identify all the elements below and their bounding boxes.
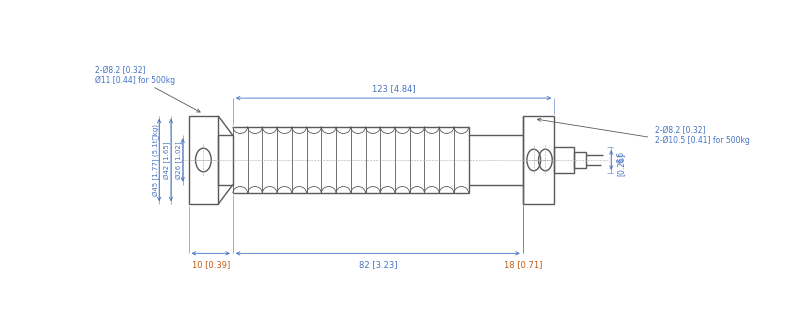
Bar: [523, 116, 555, 204]
Text: 123 [4.84]: 123 [4.84]: [372, 84, 416, 93]
Bar: [574, 152, 585, 168]
Text: 18 [0.71]: 18 [0.71]: [503, 260, 542, 269]
Text: 2-Ø10.5 [0.41] for 500kg: 2-Ø10.5 [0.41] for 500kg: [656, 136, 750, 145]
Bar: [555, 147, 574, 173]
Text: [0.26]: [0.26]: [616, 154, 625, 176]
Text: 2-Ø8.2 [0.32]: 2-Ø8.2 [0.32]: [656, 126, 706, 135]
Text: Ø45 [1.77] (5.1t、kg): Ø45 [1.77] (5.1t、kg): [152, 124, 159, 196]
Bar: [468, 135, 523, 185]
Bar: [218, 135, 233, 185]
Text: 2-Ø8.2 [0.32]: 2-Ø8.2 [0.32]: [96, 67, 146, 76]
Text: Ø11 [0.44] for 500kg: Ø11 [0.44] for 500kg: [96, 76, 175, 85]
Bar: [189, 116, 218, 204]
Text: Ø26 [1.02]: Ø26 [1.02]: [175, 141, 182, 179]
Text: Ø42 [1.65]: Ø42 [1.65]: [164, 141, 171, 179]
Text: 82 [3.23]: 82 [3.23]: [359, 260, 397, 269]
Text: 6.6: 6.6: [616, 151, 625, 163]
Text: 10 [0.39]: 10 [0.39]: [192, 260, 230, 269]
